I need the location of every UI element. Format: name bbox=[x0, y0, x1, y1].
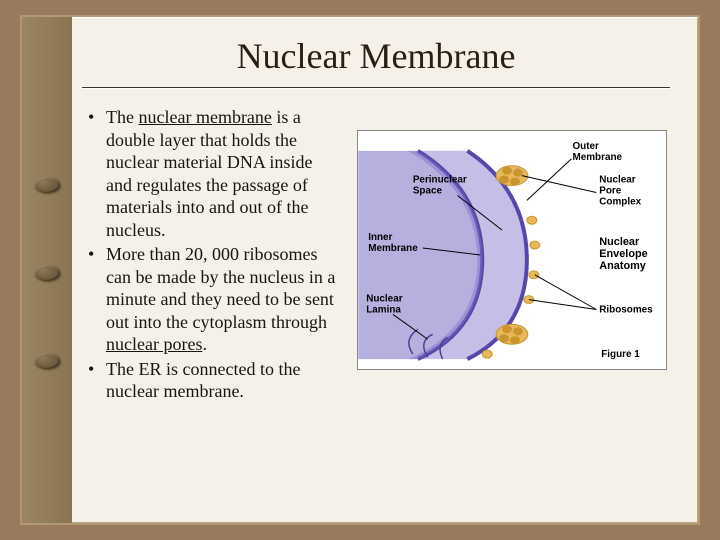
knob-icon bbox=[34, 177, 60, 193]
page-title: Nuclear Membrane bbox=[82, 35, 670, 77]
bullet-text: The bbox=[106, 107, 138, 127]
bullet-underline: nuclear pores bbox=[106, 334, 202, 354]
text-column: The nuclear membrane is a double layer t… bbox=[82, 106, 342, 405]
knob-icon bbox=[34, 265, 60, 281]
label-lamina: NuclearLamina bbox=[366, 294, 402, 316]
label-anatomy: NuclearEnvelopeAnatomy bbox=[599, 236, 647, 272]
bullet-text: More than 20, 000 ribosomes can be made … bbox=[106, 244, 335, 332]
leader-line bbox=[535, 275, 596, 310]
bullet-item: The nuclear membrane is a double layer t… bbox=[96, 106, 342, 241]
bullet-list: The nuclear membrane is a double layer t… bbox=[82, 106, 342, 403]
bullet-text: The ER is connected to the nuclear membr… bbox=[106, 359, 300, 402]
bullet-item: More than 20, 000 ribosomes can be made … bbox=[96, 243, 342, 356]
content-row: The nuclear membrane is a double layer t… bbox=[82, 106, 670, 405]
figure-svg: OuterMembrane PerinuclearSpace InnerMemb… bbox=[358, 131, 666, 369]
nuclear-membrane-figure: OuterMembrane PerinuclearSpace InnerMemb… bbox=[357, 130, 667, 370]
figure-column: OuterMembrane PerinuclearSpace InnerMemb… bbox=[354, 106, 670, 405]
knob-icon bbox=[34, 353, 60, 369]
leader-line bbox=[529, 300, 596, 310]
title-divider bbox=[82, 87, 670, 88]
bullet-item: The ER is connected to the nuclear membr… bbox=[96, 358, 342, 403]
bullet-text: . bbox=[202, 334, 207, 354]
bullet-underline: nuclear membrane bbox=[138, 107, 271, 127]
label-pore: NuclearPoreComplex bbox=[599, 175, 641, 208]
slide-frame: Nuclear Membrane The nuclear membrane is… bbox=[20, 15, 700, 525]
pore-complex-icon bbox=[496, 324, 528, 344]
leader-line bbox=[522, 176, 596, 193]
figure-caption: Figure 1 bbox=[601, 349, 640, 360]
sidebar-decoration bbox=[22, 17, 72, 523]
label-ribo: Ribosomes bbox=[599, 304, 653, 315]
leader-line bbox=[527, 159, 572, 201]
label-outer: OuterMembrane bbox=[572, 141, 622, 163]
